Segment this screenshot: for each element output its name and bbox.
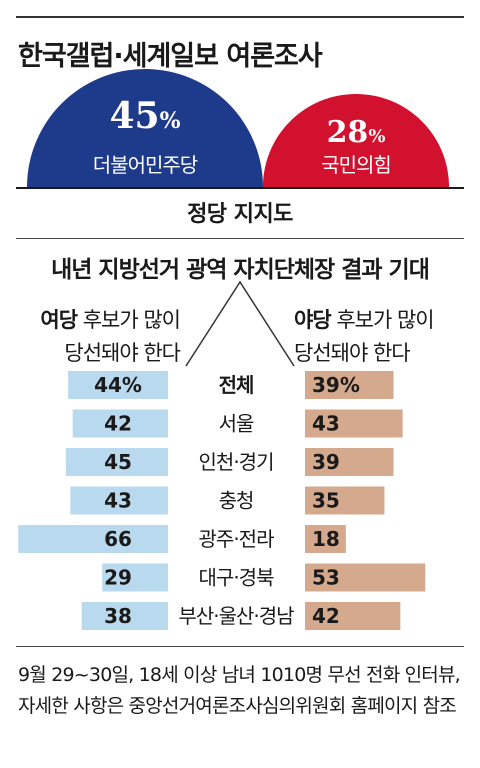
opposition-series-label-line1: 후보가 많이 — [330, 308, 434, 332]
label-ruling-6: 38 — [104, 604, 132, 628]
bottom-rule — [16, 646, 464, 647]
support-baseline — [16, 187, 464, 189]
category-label-1: 서울 — [219, 412, 254, 436]
bar-ruling-3 — [70, 486, 168, 515]
party-support-semicircle-ruling — [27, 69, 263, 187]
category-label-5: 대구·경북 — [199, 566, 275, 590]
bar-ruling-1 — [72, 409, 168, 438]
label-opposition-0: 39% — [312, 373, 360, 397]
label-ruling-3: 43 — [104, 489, 132, 513]
label-opposition-5: 53 — [312, 566, 340, 590]
opposition-series-label: 야당 후보가 많이 당선돼야 한다 — [294, 304, 464, 370]
party-support-value-ruling: 45% — [109, 95, 180, 137]
label-opposition-1: 43 — [312, 412, 340, 436]
label-ruling-4: 66 — [104, 527, 132, 551]
opposition-series-label-bold: 야당 — [294, 308, 332, 332]
ruling-series-label: 여당 후보가 많이 당선돼야 한다 — [18, 304, 181, 370]
label-opposition-2: 39 — [312, 450, 340, 474]
party-support-value-opposition: 28% — [327, 115, 386, 150]
expectation-bar-chart: 44% 39% 전체 42 43 서울 45 39 인천·경기 43 35 충청 66 18 광주·전라 29… — [18, 280, 426, 630]
bar-ruling-2 — [65, 448, 168, 476]
party-support-name-ruling: 더불어민주당 — [93, 153, 198, 177]
top-rule — [16, 16, 464, 18]
bar-opposition-4 — [305, 525, 346, 553]
category-label-0: 전체 — [219, 373, 254, 397]
category-label-4: 광주·전라 — [199, 527, 275, 551]
category-label-3: 충청 — [219, 489, 254, 513]
bar-ruling-4 — [18, 525, 169, 553]
bar-opposition-2 — [305, 448, 394, 476]
label-ruling-1: 42 — [104, 412, 132, 436]
bar-ruling-6 — [81, 602, 168, 630]
label-opposition-6: 42 — [312, 604, 340, 628]
category-label-6: 부산·울산·경남 — [178, 604, 294, 628]
bar-opposition-3 — [305, 486, 385, 515]
category-label-2: 인천·경기 — [199, 450, 274, 474]
label-ruling-2: 45 — [104, 450, 132, 474]
party-support-chart: 45% 더불어민주당 28% 국민의힘 — [27, 69, 450, 187]
ruling-series-label-line1: 후보가 많이 — [77, 308, 181, 332]
ruling-series-label-line2: 당선돼야 한다 — [64, 341, 181, 365]
label-ruling-5: 29 — [104, 566, 132, 590]
chevron-divider — [185, 280, 295, 367]
bar-opposition-0 — [305, 371, 394, 399]
label-opposition-3: 35 — [312, 489, 340, 513]
mid-rule — [16, 238, 464, 239]
opposition-series-label-line2: 당선돼야 한다 — [294, 341, 411, 365]
party-support-semicircle-opposition — [262, 93, 450, 187]
bar-ruling-0 — [68, 371, 168, 399]
bar-ruling-5 — [102, 563, 168, 592]
party-support-caption: 정당 지지도 — [187, 202, 293, 227]
chart-title: 내년 지방선거 광역 자치단체장 결과 기대 — [51, 257, 430, 283]
survey-note: 9월 29~30일, 18세 이상 남녀 1010명 무선 전화 인터뷰, 자세… — [18, 664, 461, 717]
survey-title: 한국갤럽·세계일보 여론조사 — [18, 41, 323, 72]
party-support-name-opposition: 국민의힘 — [321, 153, 391, 177]
bar-opposition-5 — [305, 563, 426, 592]
label-ruling-0: 44% — [94, 373, 142, 397]
bar-opposition-6 — [305, 602, 401, 630]
bar-opposition-1 — [305, 409, 403, 438]
ruling-series-label-bold: 여당 — [40, 308, 78, 332]
label-opposition-4: 18 — [312, 527, 340, 551]
